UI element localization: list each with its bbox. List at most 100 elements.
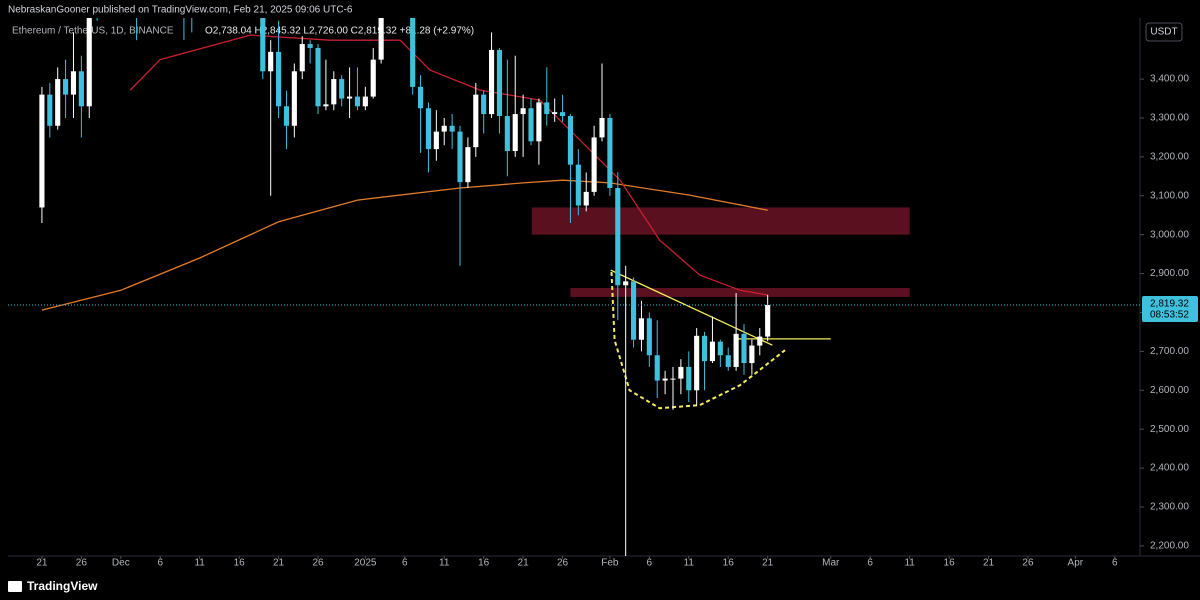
candle-body	[410, 18, 416, 87]
x-tick-label: 21	[273, 558, 285, 569]
y-tick-label: 2,600.00	[1150, 385, 1189, 396]
candle-body	[686, 366, 692, 391]
y-tick-label: 3,000.00	[1150, 229, 1189, 240]
y-tick-label: 2,900.00	[1150, 268, 1189, 279]
candle-body	[646, 318, 652, 356]
candle-body	[575, 164, 581, 206]
candle-body	[757, 336, 763, 346]
candle-body	[599, 117, 605, 138]
candle-body	[725, 355, 731, 367]
x-tick-label: Dec	[112, 558, 130, 569]
candle-body	[678, 366, 684, 379]
candle-body	[283, 106, 290, 126]
x-tick-label: Mar	[822, 558, 840, 569]
y-tick-label: 3,200.00	[1150, 152, 1189, 163]
y-tick-label: 3,300.00	[1150, 113, 1189, 124]
x-tick-label: 21	[518, 558, 530, 569]
candle-body	[709, 341, 716, 362]
zone	[570, 287, 910, 297]
x-tick-label: 16	[723, 558, 735, 569]
brand: TradingView	[27, 579, 98, 593]
candle-body	[670, 378, 676, 380]
candle-body	[315, 47, 321, 107]
brand-logo	[8, 581, 22, 592]
countdown: 08:53:52	[1150, 310, 1189, 321]
candle-body	[260, 18, 266, 72]
candle-body	[276, 51, 282, 107]
candle-body	[567, 116, 574, 165]
candle-body	[299, 44, 305, 72]
candle-body	[528, 108, 534, 142]
candle-body	[331, 79, 337, 105]
unit-box	[1145, 22, 1183, 42]
candle-body	[323, 104, 329, 107]
x-tick-label: 11	[194, 558, 205, 569]
ohlc-legend: O2,738.04 H2,845.32 L2,726.00 C2,819.32 …	[205, 26, 474, 37]
candle-body	[512, 114, 518, 152]
candle-body	[481, 94, 487, 115]
y-tick-label: 2,500.00	[1150, 424, 1189, 435]
indicator-line	[610, 269, 773, 346]
candle-body	[347, 96, 353, 99]
candle-body	[473, 94, 479, 148]
x-tick-label: 26	[557, 558, 569, 569]
candle-body	[425, 108, 432, 150]
x-tick-label: 16	[478, 558, 490, 569]
y-tick-label: 2,200.00	[1150, 541, 1189, 552]
candle-body	[63, 79, 69, 95]
candle-body	[354, 96, 361, 107]
x-tick-label: 16	[234, 558, 246, 569]
y-unit: USDT	[1150, 27, 1177, 38]
candle-body	[615, 187, 621, 286]
candle-body	[449, 125, 455, 132]
candle-body	[78, 71, 84, 107]
candle-body	[765, 304, 771, 337]
x-tick-label: 11	[904, 558, 915, 569]
x-tick-label: 26	[312, 558, 324, 569]
x-tick-label: 6	[402, 558, 408, 569]
x-tick-label: 21	[36, 558, 48, 569]
candle-body	[559, 112, 566, 117]
pattern-curve	[610, 271, 786, 410]
candle-body	[378, 18, 384, 60]
candle-body	[307, 44, 313, 48]
plot	[8, 18, 1140, 556]
candle-body	[638, 318, 645, 340]
candle-body	[47, 94, 53, 126]
x-tick-label: 16	[944, 558, 956, 569]
header: NebraskanGooner published on TradingView…	[8, 5, 353, 16]
x-tick-label: 6	[157, 558, 163, 569]
x-tick-label: 6	[647, 558, 653, 569]
x-tick-label: Apr	[1068, 558, 1084, 569]
x-tick-label: 26	[1022, 558, 1034, 569]
candle-body	[370, 59, 376, 97]
candle-body	[536, 102, 542, 142]
candle-body	[433, 131, 439, 150]
candle-body	[701, 335, 708, 362]
candle-body	[749, 345, 755, 364]
candle-body	[418, 86, 424, 109]
candle-body	[583, 191, 589, 206]
candle-body	[39, 94, 45, 208]
axes: 3,400.00 3,300.00 3,200.00 3,100.00 3,000.00…	[36, 74, 1198, 569]
y-tick-label: 2,400.00	[1150, 463, 1189, 474]
y-tick-label: 2,700.00	[1150, 346, 1189, 357]
candle-body	[623, 281, 629, 286]
candle-body	[520, 108, 526, 115]
candle-body	[662, 378, 668, 381]
x-tick-label: 6	[867, 558, 873, 569]
zone	[531, 207, 910, 235]
candle-body	[441, 125, 447, 132]
x-tick-label: Feb	[601, 558, 619, 569]
candle-body	[630, 281, 637, 340]
candle-body	[86, 18, 92, 107]
x-tick-label: 11	[684, 558, 695, 569]
candle-body	[70, 71, 77, 95]
x-tick-label: 21	[983, 558, 995, 569]
y-tick-label: 2,300.00	[1150, 502, 1189, 513]
candle-body	[496, 49, 503, 117]
price-tag	[1142, 295, 1198, 322]
candle-body	[544, 102, 550, 115]
